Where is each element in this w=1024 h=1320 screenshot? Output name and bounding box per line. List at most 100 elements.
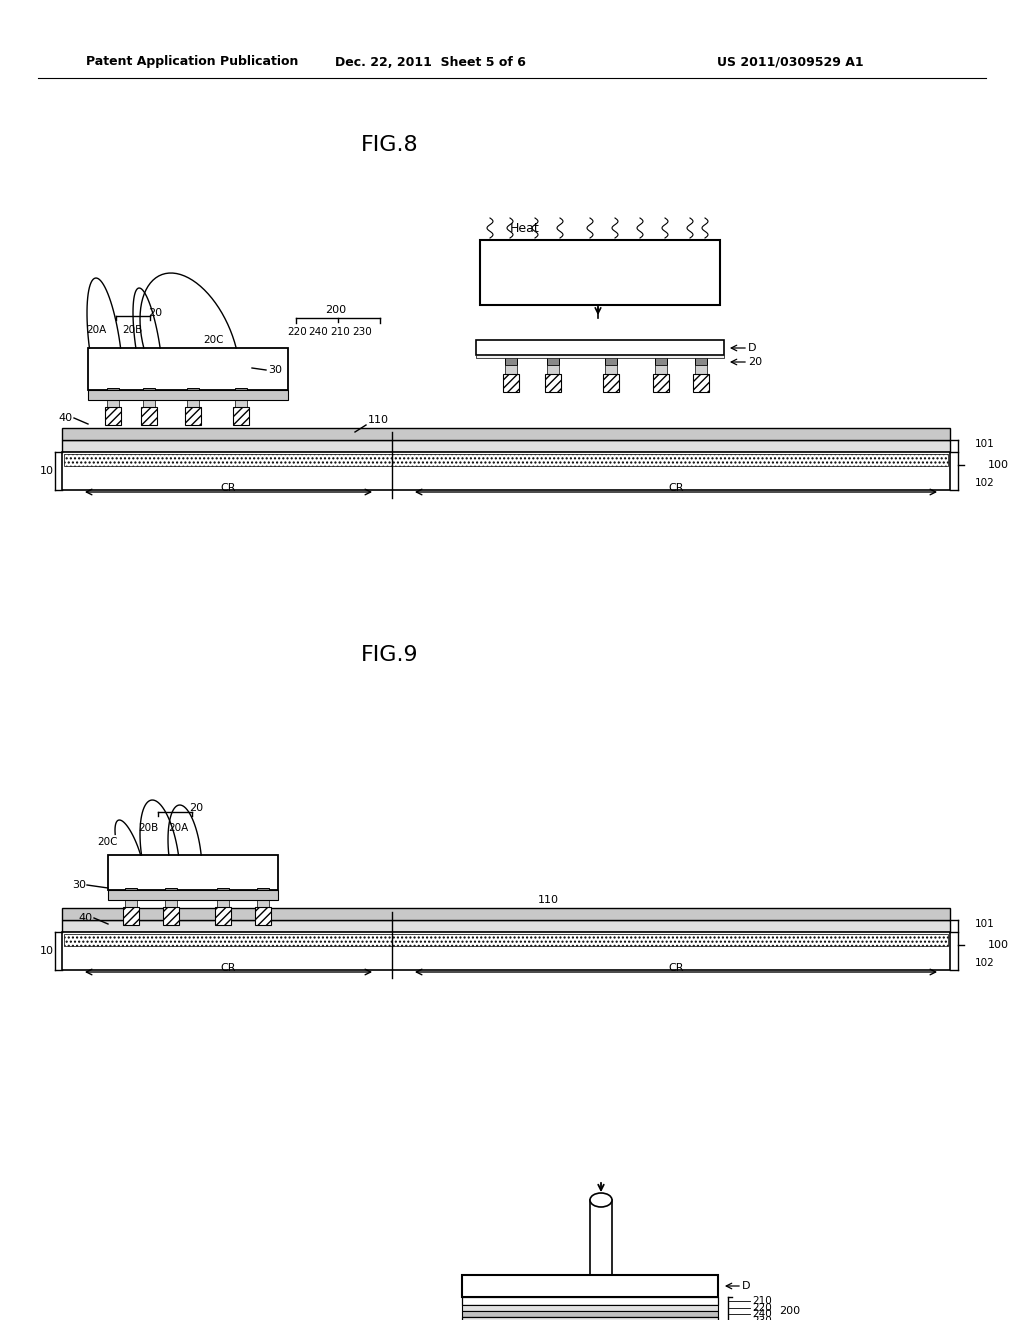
Bar [476,341,724,355]
Text: 110: 110 [538,895,558,906]
Bar [605,355,617,366]
Text: 40: 40 [79,913,93,923]
Bar [62,428,950,440]
Bar [547,366,559,374]
Text: 240: 240 [752,1309,772,1319]
Text: CR: CR [220,483,236,492]
Bar [653,374,669,392]
Bar [693,374,709,392]
Text: 20C: 20C [97,837,118,847]
Bar [462,1311,718,1317]
Text: 20B: 20B [122,325,142,335]
Bar [480,240,720,305]
Text: 100: 100 [988,459,1009,470]
Bar [143,399,155,407]
Bar [185,407,201,425]
Bar [233,407,249,425]
Bar [88,389,288,400]
Bar [505,355,517,366]
Bar [163,907,179,925]
Text: 20B: 20B [138,822,158,833]
Text: 20A: 20A [86,325,106,335]
Bar [605,366,617,374]
Bar [63,454,948,466]
Bar [187,399,199,407]
Bar [505,366,517,374]
Text: 200: 200 [779,1305,800,1316]
Bar [257,888,269,898]
Text: 230: 230 [352,327,372,337]
Bar [695,366,707,374]
Text: CR: CR [220,964,236,973]
Bar [141,407,157,425]
Text: US 2011/0309529 A1: US 2011/0309529 A1 [717,55,863,69]
Bar [62,440,950,451]
Text: 10: 10 [40,466,54,477]
Bar [108,890,278,900]
Bar [655,366,667,374]
Bar [88,348,288,389]
Text: 230: 230 [752,1316,772,1320]
Text: 101: 101 [975,440,994,449]
Bar [62,451,950,490]
Text: FIG.8: FIG.8 [361,135,419,154]
Ellipse shape [590,1193,612,1206]
Text: 20A: 20A [168,822,188,833]
Text: CR: CR [669,483,684,492]
Text: FIG.9: FIG.9 [361,645,419,665]
Text: 102: 102 [975,958,994,968]
Text: 110: 110 [368,414,389,425]
Bar [655,355,667,366]
Bar [215,907,231,925]
Text: 210: 210 [330,327,350,337]
Bar [105,407,121,425]
Bar [125,898,137,907]
Bar [547,355,559,366]
Text: 20: 20 [748,356,762,367]
Bar [125,888,137,898]
Bar [462,1317,718,1320]
Bar [106,399,119,407]
Text: D: D [742,1280,751,1291]
Bar [234,399,247,407]
Text: Patent Application Publication: Patent Application Publication [86,55,298,69]
Text: 102: 102 [975,478,994,488]
Bar [217,888,229,898]
Bar [165,898,177,907]
Bar [503,374,519,392]
Bar [255,907,271,925]
Bar [476,355,724,358]
Text: 20: 20 [147,308,162,318]
Text: 100: 100 [988,940,1009,950]
Text: CR: CR [669,964,684,973]
Bar [143,388,155,399]
Text: 10: 10 [40,946,54,956]
Text: Dec. 22, 2011  Sheet 5 of 6: Dec. 22, 2011 Sheet 5 of 6 [335,55,525,69]
Bar [62,908,950,920]
Bar [165,888,177,898]
Bar [462,1305,718,1311]
Text: 210: 210 [752,1296,772,1305]
Text: Heat: Heat [510,222,540,235]
Bar [63,935,948,946]
Bar [603,374,618,392]
Text: 30: 30 [268,366,282,375]
Text: 101: 101 [975,919,994,929]
Text: 240: 240 [308,327,328,337]
Bar [695,355,707,366]
Text: 20C: 20C [203,335,223,345]
Bar [590,1200,612,1275]
Text: 220: 220 [752,1303,772,1313]
Bar [187,388,199,399]
Text: 200: 200 [326,305,346,315]
Text: 30: 30 [72,880,86,890]
Bar [217,898,229,907]
Bar [106,388,119,399]
Text: 40: 40 [58,413,73,422]
Bar [462,1298,718,1305]
Text: 20: 20 [189,803,203,813]
Text: 220: 220 [287,327,307,337]
Bar [108,855,278,890]
Bar [257,898,269,907]
Bar [545,374,561,392]
